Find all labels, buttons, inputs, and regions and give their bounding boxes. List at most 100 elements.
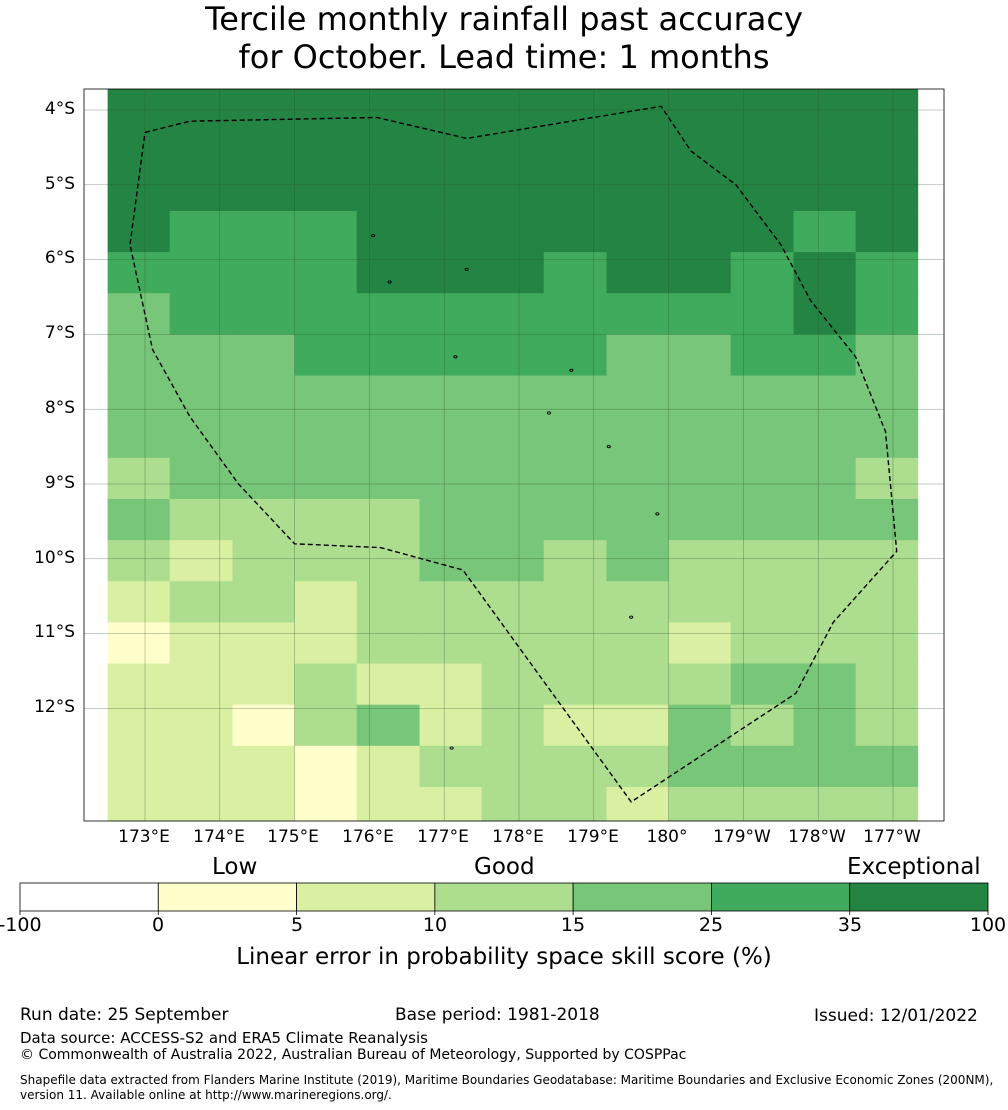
skill-cell bbox=[107, 498, 171, 541]
skill-cell bbox=[356, 293, 421, 335]
skill-cell bbox=[419, 704, 483, 747]
skill-cell bbox=[419, 169, 483, 212]
skill-cell bbox=[169, 89, 234, 130]
lat-label: 11°S bbox=[34, 622, 75, 642]
skill-cell bbox=[793, 89, 857, 130]
skill-cell bbox=[606, 416, 670, 459]
skill-cell bbox=[481, 375, 545, 418]
colorbar-tick-label: 10 bbox=[422, 914, 448, 936]
graticule-lines bbox=[84, 89, 944, 821]
skill-cell bbox=[606, 498, 670, 541]
skill-cell bbox=[543, 89, 608, 130]
skill-cell bbox=[232, 457, 296, 500]
lat-label: 7°S bbox=[44, 323, 75, 343]
skill-cell bbox=[232, 581, 296, 623]
skill-cell bbox=[793, 498, 857, 541]
skill-cell bbox=[793, 169, 857, 212]
skill-cell bbox=[730, 663, 795, 706]
colorbar-segment bbox=[572, 882, 712, 912]
skill-cell bbox=[730, 498, 795, 541]
category-label-exceptional: Exceptional bbox=[847, 854, 981, 880]
skill-grid-cells bbox=[107, 89, 919, 822]
skill-cell bbox=[793, 128, 857, 171]
base-period: Base period: 1981-2018 bbox=[395, 1005, 600, 1025]
skill-cell bbox=[606, 540, 670, 582]
island-outline bbox=[387, 280, 392, 284]
skill-cell bbox=[730, 745, 795, 788]
lon-label: 176°E bbox=[342, 827, 394, 847]
skill-cell bbox=[606, 252, 670, 294]
skill-cell bbox=[793, 663, 857, 706]
skill-cell bbox=[793, 745, 857, 788]
skill-cell bbox=[543, 786, 608, 822]
skill-cell bbox=[107, 128, 171, 171]
skill-cell bbox=[481, 128, 545, 171]
skill-cell bbox=[232, 540, 296, 582]
skill-cell bbox=[107, 334, 171, 377]
skill-cell bbox=[606, 745, 670, 788]
skill-cell bbox=[107, 375, 171, 418]
skill-cell bbox=[855, 128, 919, 171]
skill-cell bbox=[419, 375, 483, 418]
skill-cell bbox=[855, 89, 919, 130]
skill-cell bbox=[169, 210, 234, 253]
skill-cell bbox=[232, 89, 296, 130]
skill-cell bbox=[481, 786, 545, 822]
skill-cell bbox=[294, 622, 358, 665]
skill-cell bbox=[294, 252, 358, 294]
skill-cell bbox=[855, 210, 919, 253]
skill-cell bbox=[855, 252, 919, 294]
island-outline bbox=[449, 746, 454, 750]
skill-cell bbox=[356, 581, 421, 623]
lat-label: 5°S bbox=[44, 174, 75, 194]
skill-cell bbox=[793, 786, 857, 822]
skill-cell bbox=[543, 622, 608, 665]
colorbar bbox=[19, 882, 989, 915]
colorbar-segment bbox=[711, 882, 851, 912]
skill-cell bbox=[419, 663, 483, 706]
skill-cell bbox=[356, 252, 421, 294]
skill-cell bbox=[606, 457, 670, 500]
skill-cell bbox=[855, 745, 919, 788]
skill-cell bbox=[294, 375, 358, 418]
skill-cell bbox=[855, 457, 919, 500]
skill-cell bbox=[107, 581, 171, 623]
skill-cell bbox=[419, 210, 483, 253]
skill-cell bbox=[294, 210, 358, 253]
shapefile-credit: Shapefile data extracted from Flanders M… bbox=[20, 1073, 994, 1102]
skill-cell bbox=[543, 540, 608, 582]
colorbar-tick-label: -100 bbox=[0, 914, 42, 936]
skill-cell bbox=[419, 252, 483, 294]
skill-cell bbox=[107, 457, 171, 500]
skill-cell bbox=[543, 375, 608, 418]
skill-cell bbox=[668, 169, 732, 212]
skill-cell bbox=[232, 293, 296, 335]
skill-cell bbox=[232, 169, 296, 212]
skill-cell bbox=[481, 540, 545, 582]
skill-cell bbox=[356, 210, 421, 253]
skill-cell bbox=[107, 89, 171, 130]
skill-cell bbox=[543, 457, 608, 500]
skill-cell bbox=[543, 252, 608, 294]
skill-cell bbox=[606, 89, 670, 130]
skill-cell bbox=[169, 293, 234, 335]
skill-cell bbox=[356, 416, 421, 459]
skill-cell bbox=[543, 745, 608, 788]
issued-date: Issued: 12/01/2022 bbox=[814, 1006, 978, 1026]
colorbar-tick-label: 15 bbox=[560, 914, 586, 936]
colorbar-segment bbox=[157, 882, 297, 912]
skill-cell bbox=[730, 540, 795, 582]
skill-cell bbox=[356, 704, 421, 747]
skill-cell bbox=[294, 416, 358, 459]
colorbar-tick-label: 100 bbox=[969, 914, 1007, 936]
skill-cell bbox=[169, 786, 234, 822]
skill-cell bbox=[793, 416, 857, 459]
colorbar-axis-title: Linear error in probability space skill … bbox=[236, 944, 772, 970]
colorbar-segment bbox=[19, 882, 159, 912]
skill-cell bbox=[668, 293, 732, 335]
lon-label: 178°E bbox=[492, 827, 544, 847]
skill-cell bbox=[356, 457, 421, 500]
skill-cell bbox=[294, 457, 358, 500]
skill-cell bbox=[481, 622, 545, 665]
